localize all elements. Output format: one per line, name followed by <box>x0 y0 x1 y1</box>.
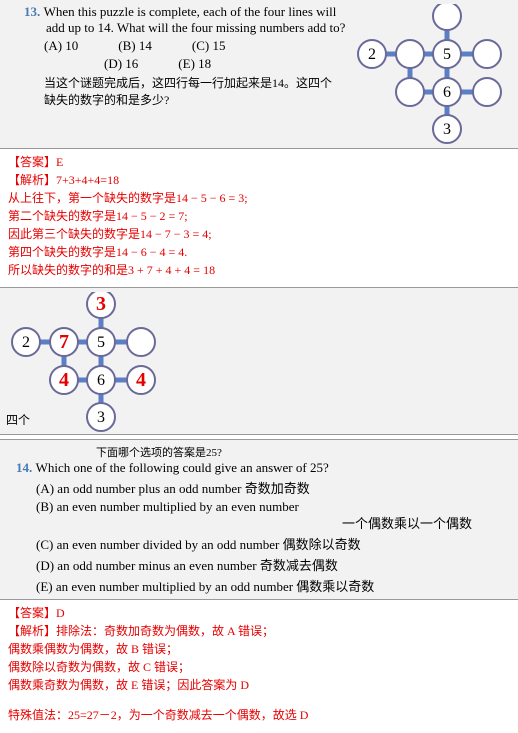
ans13-l2: 【解析】7+3+4+4=18 <box>8 171 510 189</box>
q14-option-en: (D) an odd number minus an even number <box>36 558 257 574</box>
q13-choice-a: (A) 10 <box>44 38 78 54</box>
q14-option: (D) an odd number minus an even number 奇… <box>36 555 512 574</box>
ans13-l4: 第二个缺失的数字是14 − 5 − 2 = 7; <box>8 207 510 225</box>
svg-text:7: 7 <box>59 331 69 353</box>
q14-option: (C) an even number divided by an odd num… <box>36 534 512 553</box>
q14-option: (A) an odd number plus an odd number 奇数加… <box>36 478 512 497</box>
q14-option-en: (C) an even number divided by an odd num… <box>36 537 279 553</box>
ans14-l2: 【解析】排除法：奇数加奇数为偶数，故 A 错误； <box>8 622 510 640</box>
svg-text:5: 5 <box>97 334 105 351</box>
svg-text:2: 2 <box>22 334 30 351</box>
svg-text:6: 6 <box>97 372 105 389</box>
svg-text:3: 3 <box>443 121 451 138</box>
q14-text: Which one of the following could give an… <box>36 460 329 475</box>
ans14-l3: 偶数乘偶数为偶数，故 B 错误； <box>8 640 510 658</box>
ans14-l5: 偶数乘奇数为偶数，故 E 错误；因此答案为 D <box>8 676 510 694</box>
q14-option: (E) an even number multiplied by an odd … <box>36 576 512 595</box>
q14-option-cn: 偶数乘以奇数 <box>293 579 374 594</box>
ans14-l1: 【答案】D <box>8 604 510 622</box>
ans13-l3: 从上往下，第一个缺失的数字是14 − 5 − 6 = 3; <box>8 189 510 207</box>
ans14-block: 【答案】D 【解析】排除法：奇数加奇数为偶数，故 A 错误； 偶数乘偶数为偶数，… <box>0 600 518 728</box>
q14-option-cn: 奇数减去偶数 <box>257 558 338 573</box>
q14-option-en: (E) an even number multiplied by an odd … <box>36 579 293 595</box>
ans13-l7: 所以缺失的数字的和是3 + 7 + 4 + 4 = 18 <box>8 261 510 279</box>
q13-choice-d: (D) 16 <box>104 56 138 72</box>
q13-choice-c: (C) 15 <box>192 38 226 54</box>
diagram2-block: 32754643 四个 <box>0 287 518 435</box>
q13-choice-b: (B) 14 <box>118 38 152 54</box>
ans14-l4: 偶数除以奇数为偶数，故 C 错误； <box>8 658 510 676</box>
q14-option-en: (A) an odd number plus an odd number <box>36 481 241 497</box>
svg-text:4: 4 <box>59 369 69 391</box>
q13-left: 13. When this puzzle is complete, each o… <box>6 4 352 108</box>
ans13-block: 【答案】E 【解析】7+3+4+4=18 从上往下，第一个缺失的数字是14 − … <box>0 149 518 283</box>
svg-text:2: 2 <box>368 46 376 63</box>
q14-title-cn: 下面哪个选项的答案是25? <box>6 444 512 460</box>
q14-number: 14. <box>16 460 32 475</box>
ans13-l5: 因此第三个缺失的数字是14 − 7 − 3 = 4; <box>8 225 510 243</box>
ans14-l6: 特殊值法：25=27－2，为一个奇数减去一个偶数，故选 D <box>8 706 510 724</box>
svg-text:6: 6 <box>443 84 451 101</box>
q13-text: When this puzzle is complete, each of th… <box>44 4 346 35</box>
q13-number: 13. <box>24 4 40 19</box>
q14-option-cn: 偶数除以奇数 <box>279 537 360 552</box>
q14-option-cn: 奇数加奇数 <box>241 481 309 496</box>
q14-block: 下面哪个选项的答案是25? 14. Which one of the follo… <box>0 439 518 600</box>
q14-option-cn: 一个偶数乘以一个偶数 <box>36 513 512 532</box>
q14-option: (B) an even number multiplied by an even… <box>36 499 512 532</box>
svg-text:3: 3 <box>96 293 106 315</box>
svg-text:4: 4 <box>136 369 146 391</box>
q14-options: (A) an odd number plus an odd number 奇数加… <box>6 478 512 595</box>
svg-text:3: 3 <box>97 409 105 426</box>
q13-choice-e: (E) 18 <box>178 56 211 72</box>
q14-option-en: (B) an even number multiplied by an even… <box>36 499 299 515</box>
q13-block: 13. When this puzzle is complete, each o… <box>0 0 518 149</box>
q13-row: 13. When this puzzle is complete, each o… <box>6 4 512 144</box>
svg-text:5: 5 <box>443 46 451 63</box>
q13-cn2: 缺失的数字的和是多少? <box>14 91 352 108</box>
q13-diagram: 2 5 6 3 <box>352 4 512 144</box>
q13-cn1: 当这个谜题完成后，这四行每一行加起来是14。这四个 <box>14 74 352 91</box>
ans13-l1: 【答案】E <box>8 153 510 171</box>
ans13-l6: 第四个缺失的数字是14 − 6 − 4 = 4. <box>8 243 510 261</box>
